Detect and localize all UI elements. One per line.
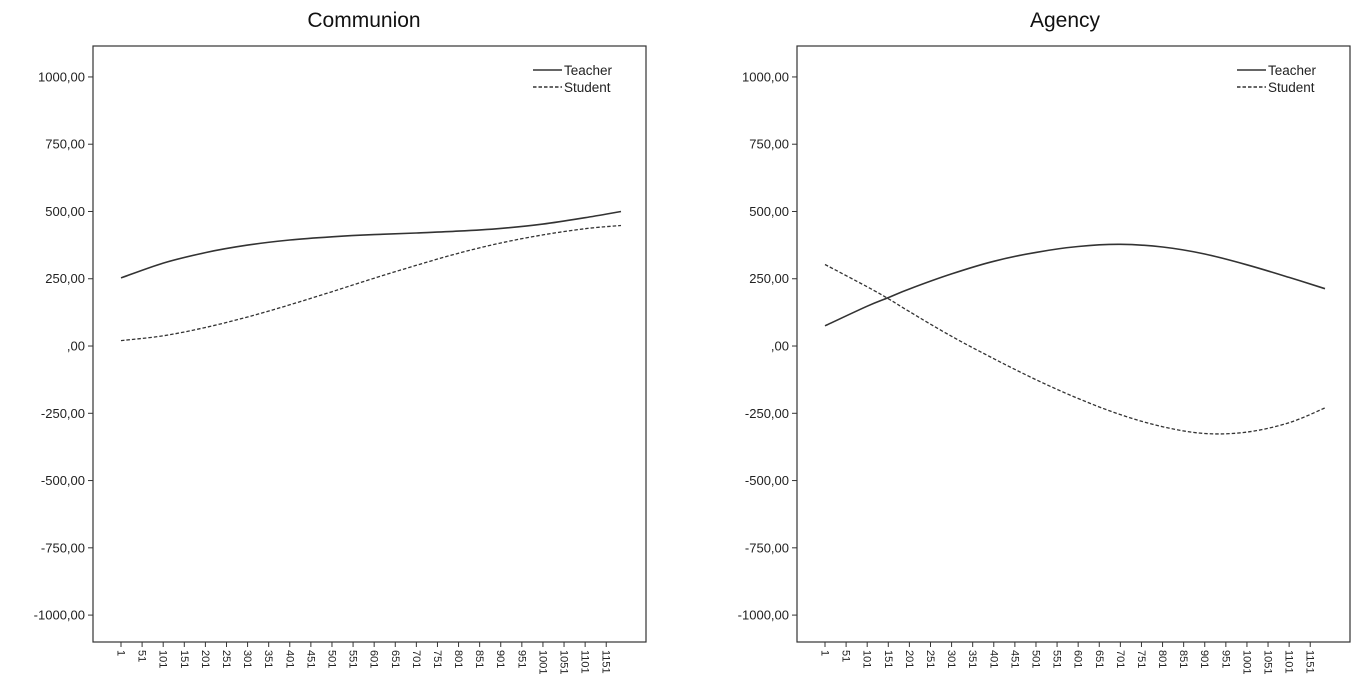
x-tick-label: 651 — [1093, 650, 1105, 668]
communion-legend: Teacher Student — [533, 63, 613, 95]
x-tick-label: 251 — [220, 650, 232, 668]
x-tick-label: 601 — [1072, 650, 1084, 668]
x-tick-label: 1 — [115, 650, 127, 656]
x-tick-label: 201 — [199, 650, 211, 668]
communion-teacher-line — [120, 210, 622, 279]
legend-label-teacher: Teacher — [1268, 63, 1317, 78]
x-tick-label: 801 — [452, 650, 464, 668]
x-tick-label: 1151 — [600, 650, 612, 674]
y-tick-label: 1000,00 — [742, 69, 789, 84]
x-tick-label: 301 — [945, 650, 957, 668]
communion-student-line — [120, 224, 622, 342]
x-tick-label: 1 — [819, 650, 831, 656]
x-tick-label: 301 — [241, 650, 253, 668]
x-tick-label: 401 — [283, 650, 295, 668]
communion-x-axis: 1 51 101 151 201 251 301 351 401 451 501 551 601 651 7… — [115, 642, 612, 674]
x-tick-label: 101 — [157, 650, 169, 668]
x-tick-label: 1101 — [579, 650, 591, 674]
x-tick-label: 751 — [431, 650, 443, 668]
x-tick-label: 501 — [325, 650, 337, 668]
x-tick-label: 1001 — [1240, 650, 1252, 674]
x-tick-label: 501 — [1029, 650, 1041, 668]
agency-plot-frame — [796, 45, 1351, 643]
y-tick-label: -250,00 — [41, 406, 85, 421]
y-tick-label: 500,00 — [45, 204, 85, 219]
x-tick-label: 701 — [410, 650, 422, 668]
y-tick-label: 750,00 — [749, 137, 789, 152]
x-tick-label: 651 — [389, 650, 401, 668]
y-tick-label: -500,00 — [745, 473, 789, 488]
y-tick-label: 250,00 — [45, 271, 85, 286]
y-tick-label: -500,00 — [41, 473, 85, 488]
legend-label-student: Student — [1268, 80, 1315, 95]
y-tick-label: 500,00 — [749, 204, 789, 219]
agency-y-axis: 1000,00 750,00 500,00 250,00 ,00 -250,00 -500,… — [738, 69, 797, 623]
x-tick-label: 451 — [304, 650, 316, 668]
x-tick-label: 851 — [1177, 650, 1189, 668]
x-tick-label: 701 — [1114, 650, 1126, 668]
x-tick-label: 901 — [494, 650, 506, 668]
x-tick-label: 901 — [1198, 650, 1210, 668]
x-tick-label: 801 — [1156, 650, 1168, 668]
x-tick-label: 51 — [840, 650, 852, 662]
agency-legend: Teacher Student — [1237, 63, 1317, 95]
y-tick-label: -1000,00 — [34, 608, 85, 623]
x-tick-label: 201 — [903, 650, 915, 668]
x-tick-label: 851 — [473, 650, 485, 668]
x-tick-label: 1151 — [1304, 650, 1316, 674]
communion-plot-frame — [92, 45, 647, 643]
y-tick-label: 250,00 — [749, 271, 789, 286]
agency-student-line — [824, 263, 1326, 435]
y-tick-label: -1000,00 — [738, 608, 789, 623]
y-tick-label: -750,00 — [41, 540, 85, 555]
x-tick-label: 951 — [515, 650, 527, 668]
y-tick-label: 1000,00 — [38, 69, 85, 84]
x-tick-label: 1001 — [536, 650, 548, 674]
communion-y-axis: 1000,00 750,00 500,00 250,00 ,00 -250,00 -500,… — [34, 69, 93, 623]
agency-chart: Agency 1000,00 750,00 500,00 250,00 ,00 -250,… — [738, 9, 1351, 674]
x-tick-label: 1101 — [1283, 650, 1295, 674]
y-tick-label: ,00 — [771, 339, 789, 354]
y-tick-label: ,00 — [67, 339, 85, 354]
agency-series-lines — [824, 243, 1326, 435]
x-tick-label: 1051 — [1262, 650, 1274, 674]
communion-chart: Communion 1000,00 750,00 500,00 250,00 ,00 -2… — [34, 9, 647, 674]
x-tick-label: 151 — [178, 650, 190, 668]
x-tick-label: 951 — [1219, 650, 1231, 668]
agency-x-axis: 1 51 101 151 201 251 301 351 401 451 501 551 601 651 7… — [819, 642, 1316, 674]
x-tick-label: 251 — [924, 650, 936, 668]
x-tick-label: 351 — [966, 650, 978, 668]
x-tick-label: 751 — [1135, 650, 1147, 668]
x-tick-label: 551 — [347, 650, 359, 668]
x-tick-label: 551 — [1051, 650, 1063, 668]
x-tick-label: 151 — [882, 650, 894, 668]
x-tick-label: 351 — [262, 650, 274, 668]
agency-chart-title: Agency — [1030, 9, 1101, 32]
communion-chart-title: Communion — [307, 9, 420, 32]
x-tick-label: 51 — [136, 650, 148, 662]
y-tick-label: -250,00 — [745, 406, 789, 421]
y-tick-label: -750,00 — [745, 540, 789, 555]
x-tick-label: 101 — [861, 650, 873, 668]
x-tick-label: 401 — [987, 650, 999, 668]
x-tick-label: 601 — [368, 650, 380, 668]
agency-teacher-line — [824, 243, 1326, 327]
legend-label-teacher: Teacher — [564, 63, 613, 78]
y-tick-label: 750,00 — [45, 137, 85, 152]
communion-series-lines — [120, 210, 622, 342]
x-tick-label: 1051 — [558, 650, 570, 674]
x-tick-label: 451 — [1008, 650, 1020, 668]
legend-label-student: Student — [564, 80, 611, 95]
